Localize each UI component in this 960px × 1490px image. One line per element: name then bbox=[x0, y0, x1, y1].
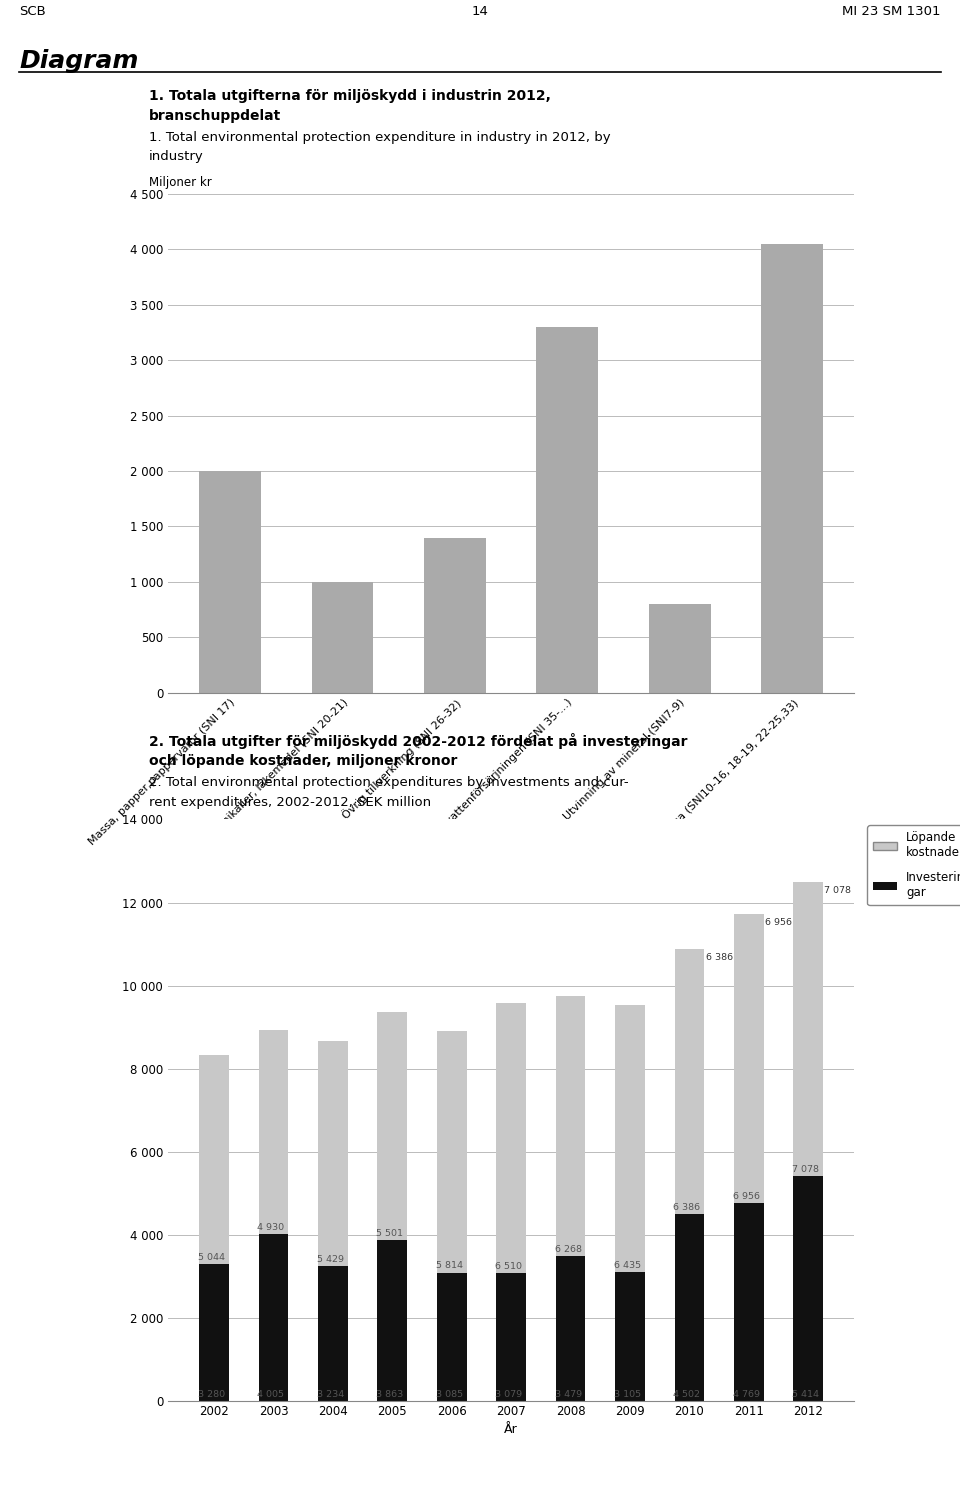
Text: 6 386: 6 386 bbox=[706, 952, 732, 963]
Bar bbox=[675, 1214, 705, 1401]
Text: 3 863: 3 863 bbox=[376, 1390, 403, 1399]
Text: 2. Total environmental protection expenditures by investments and cur-: 2. Total environmental protection expend… bbox=[149, 776, 629, 790]
Text: 1. Totala utgifterna för miljöskydd i industrin 2012,: 1. Totala utgifterna för miljöskydd i in… bbox=[149, 89, 551, 103]
Text: 4 769: 4 769 bbox=[732, 1390, 760, 1399]
Text: 7 078: 7 078 bbox=[825, 887, 852, 895]
Bar bbox=[794, 882, 823, 1176]
Text: branschuppdelat: branschuppdelat bbox=[149, 109, 281, 122]
Bar bbox=[537, 326, 598, 693]
Bar bbox=[312, 583, 373, 693]
Text: 3 085: 3 085 bbox=[436, 1390, 463, 1399]
Text: 3 479: 3 479 bbox=[555, 1390, 582, 1399]
Text: 5 501: 5 501 bbox=[376, 1229, 403, 1238]
Text: 7 078: 7 078 bbox=[792, 1165, 819, 1174]
Bar bbox=[437, 1031, 467, 1272]
Bar bbox=[556, 995, 586, 1256]
Text: 4 930: 4 930 bbox=[257, 1223, 284, 1232]
Text: 14: 14 bbox=[471, 4, 489, 18]
Bar bbox=[377, 1240, 407, 1401]
Text: rent expenditures, 2002-2012, SEK million: rent expenditures, 2002-2012, SEK millio… bbox=[149, 796, 431, 809]
Text: 5 414: 5 414 bbox=[792, 1390, 819, 1399]
Text: 3 234: 3 234 bbox=[317, 1390, 344, 1399]
Text: 3 280: 3 280 bbox=[198, 1390, 226, 1399]
Text: 6 386: 6 386 bbox=[673, 1202, 701, 1211]
Bar bbox=[377, 1012, 407, 1240]
Bar bbox=[258, 1234, 288, 1401]
Bar bbox=[761, 243, 823, 693]
Bar bbox=[675, 949, 705, 1214]
Bar bbox=[437, 1272, 467, 1401]
Text: 5 814: 5 814 bbox=[436, 1262, 463, 1271]
Bar bbox=[200, 1265, 228, 1401]
Text: 5 044: 5 044 bbox=[198, 1253, 225, 1262]
Bar bbox=[615, 1004, 645, 1272]
Bar bbox=[794, 1176, 823, 1401]
Text: 6 435: 6 435 bbox=[614, 1261, 641, 1269]
Text: 6 268: 6 268 bbox=[555, 1246, 582, 1255]
Text: 4 502: 4 502 bbox=[673, 1390, 701, 1399]
Text: 2. Totala utgifter för miljöskydd 2002-2012 fördelat på investeringar: 2. Totala utgifter för miljöskydd 2002-2… bbox=[149, 733, 687, 749]
Bar bbox=[258, 1030, 288, 1234]
Bar bbox=[615, 1272, 645, 1401]
Text: 4 005: 4 005 bbox=[257, 1390, 284, 1399]
Bar bbox=[496, 1272, 526, 1401]
Bar bbox=[318, 1266, 348, 1401]
Text: 6 956: 6 956 bbox=[765, 918, 792, 927]
Text: och löpande kostnader, miljoner kronor: och löpande kostnader, miljoner kronor bbox=[149, 754, 457, 767]
Text: 6 510: 6 510 bbox=[495, 1262, 522, 1271]
Text: 3 105: 3 105 bbox=[614, 1390, 641, 1399]
Bar bbox=[734, 1202, 764, 1401]
Bar bbox=[200, 471, 261, 693]
Bar bbox=[318, 1042, 348, 1266]
Bar bbox=[496, 1003, 526, 1272]
Text: 1. Total environmental protection expenditure in industry in 2012, by: 1. Total environmental protection expend… bbox=[149, 131, 611, 145]
Bar bbox=[556, 1256, 586, 1401]
Text: 5 429: 5 429 bbox=[317, 1255, 344, 1265]
X-axis label: År: År bbox=[504, 1423, 518, 1436]
Bar bbox=[424, 538, 486, 693]
Text: Miljoner kr: Miljoner kr bbox=[149, 176, 211, 189]
Text: MI 23 SM 1301: MI 23 SM 1301 bbox=[842, 4, 941, 18]
Text: SCB: SCB bbox=[19, 4, 46, 18]
Text: industry: industry bbox=[149, 150, 204, 164]
Text: 6 956: 6 956 bbox=[732, 1192, 760, 1201]
Bar bbox=[649, 603, 710, 693]
Bar bbox=[200, 1055, 228, 1265]
Text: 3 079: 3 079 bbox=[495, 1390, 522, 1399]
Legend: Löpande
kostnader, Investerin
gar: Löpande kostnader, Investerin gar bbox=[867, 825, 960, 904]
Text: Diagram: Diagram bbox=[19, 49, 138, 73]
Bar bbox=[734, 913, 764, 1202]
